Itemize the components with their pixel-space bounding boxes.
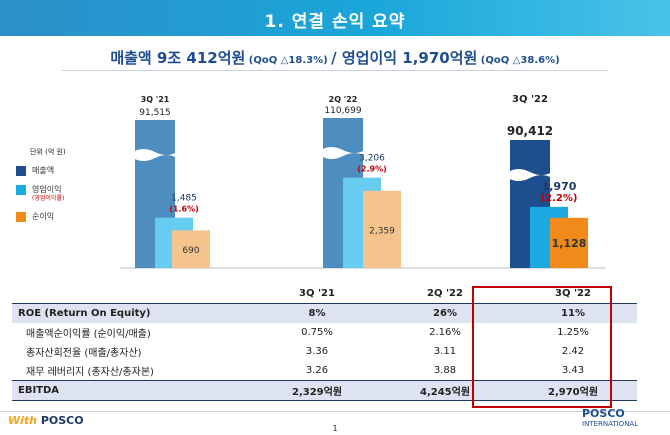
table-row: 매출액순이익률 (순이익/매출) 0.75% 2.16% 1.25% [12, 323, 637, 342]
axis-break-mark [508, 169, 552, 181]
row-label: 총자산회전율 (매출/총자산) [26, 348, 142, 359]
legend-label-op: 영업이익 [32, 185, 62, 194]
table-cell: 3.11 [433, 346, 457, 357]
axis-break-mark [321, 147, 365, 159]
legend-label-net: 순이익 [32, 212, 55, 221]
table-cell: 2,329억원 [253, 380, 381, 401]
summary-headline: 매출액 9조 412억원 (QoQ △18.3%) / 영업이익 1,970억원… [0, 47, 670, 68]
chart-legend: 단위 (억 원) 매출액 영업이익 (영업이익률) 순이익 [16, 147, 66, 222]
headline-divider [62, 70, 608, 71]
table-cell: 2.42 [561, 346, 585, 357]
net-income-bar [363, 190, 401, 268]
table-cell: 1.25% [557, 327, 589, 338]
table-header-cell [12, 284, 253, 304]
category-label: 3Q '21 [141, 95, 170, 104]
legend-sublabel-op: (영업이익률) [32, 195, 65, 202]
with-posco-logo: With POSCO [8, 414, 84, 427]
posco-international-logo: POSCO INTERNATIONAL [582, 407, 639, 428]
table-row: 총자산회전율 (매출/총자산) 3.36 3.11 2.42 [12, 342, 637, 361]
title-bar: 1. 연결 손익 요약 [0, 0, 670, 36]
op-margin-label: (2.9%) [357, 165, 387, 174]
table-row: ROE (Return On Equity) 8% 26% 11% [12, 303, 637, 323]
op-value-label: 1,485 [171, 194, 197, 204]
page-number: 1 [332, 424, 338, 433]
axis-break-mark [133, 149, 177, 161]
net-value-label: 2,359 [369, 226, 395, 236]
table-cell: 3.43 [561, 365, 585, 376]
net-value-label: 1,128 [552, 237, 587, 250]
table-header-cell: 2Q '22 [381, 284, 509, 304]
table-header-cell: 3Q '21 [253, 284, 381, 304]
op-summary: / 영업이익 1,970억원 [331, 49, 478, 67]
row-label: 재무 레버리지 (총자산/총자본) [26, 367, 154, 378]
op-value-label: 1,970 [542, 180, 577, 193]
legend-item-net: 순이익 [16, 211, 66, 222]
unit-label: 단위 (억 원) [30, 148, 66, 156]
revenue-value-label: 90,412 [507, 124, 553, 138]
op-value-label: 3,206 [359, 154, 385, 164]
legend-swatch-revenue [16, 166, 26, 176]
earnings-bar-chart: 3Q '21 91,515 1,485(1.6%) 690 2Q '22 110,699 3… [120, 94, 606, 269]
page-title: 1. 연결 손익 요약 [264, 12, 406, 32]
legend-label-revenue: 매출액 [32, 166, 55, 175]
table-cell: 0.75% [301, 327, 333, 338]
op-qoq: (QoQ △38.6%) [477, 55, 560, 66]
table-row: EBITDA 2,329억원 4,245억원 2,970억원 [12, 380, 637, 401]
op-margin-label: (2.2%) [541, 193, 578, 204]
table-cell: 3.88 [433, 365, 457, 376]
table-cell: 2.16% [429, 327, 461, 338]
revenue-value-label: 91,515 [139, 108, 171, 118]
category-label: 2Q '22 [329, 95, 358, 104]
revenue-value-label: 110,699 [324, 106, 361, 116]
revenue-summary: 매출액 9조 412억원 [110, 49, 246, 67]
table-cell: 4,245억원 [381, 380, 509, 401]
footer-divider [0, 411, 670, 412]
op-margin-label: (1.6%) [169, 205, 199, 214]
table-cell: 11% [509, 303, 637, 323]
legend-item-revenue: 매출액 [16, 165, 66, 176]
row-label: 매출액순이익률 (순이익/매출) [26, 329, 151, 340]
legend-item-op: 영업이익 (영업이익률) [16, 184, 66, 203]
ratio-table: 3Q '21 2Q '22 3Q '22 ROE (Return On Equi… [12, 284, 637, 401]
row-label: ROE (Return On Equity) [12, 303, 253, 323]
table-header-row: 3Q '21 2Q '22 3Q '22 [12, 284, 637, 304]
table-header-cell: 3Q '22 [509, 284, 637, 304]
current-quarter-highlight [472, 286, 612, 408]
net-value-label: 690 [182, 246, 199, 256]
table-cell: 26% [381, 303, 509, 323]
row-label: EBITDA [12, 380, 253, 401]
table-cell: 3.26 [305, 365, 329, 376]
table-row: 재무 레버리지 (총자산/총자본) 3.26 3.88 3.43 [12, 361, 637, 381]
table-cell: 8% [253, 303, 381, 323]
table-cell: 3.36 [305, 346, 329, 357]
revenue-qoq: (QoQ △18.3%) [245, 55, 332, 66]
table-cell: 2,970억원 [509, 380, 637, 401]
net-income-bar [172, 230, 210, 268]
net-income-bar [550, 217, 588, 268]
legend-swatch-net [16, 212, 26, 222]
category-label: 3Q '22 [512, 94, 548, 105]
legend-swatch-op [16, 185, 26, 195]
